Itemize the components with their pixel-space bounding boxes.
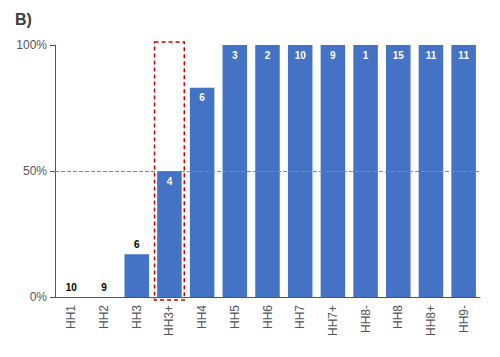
svg-text:15: 15	[393, 50, 405, 61]
svg-text:2: 2	[265, 50, 271, 61]
svg-text:HH6: HH6	[261, 305, 275, 329]
svg-text:HH5: HH5	[228, 305, 242, 329]
svg-text:50%: 50%	[23, 164, 47, 178]
svg-text:HH7+: HH7+	[326, 305, 340, 336]
svg-text:0%: 0%	[30, 290, 48, 304]
svg-text:11: 11	[458, 50, 469, 61]
svg-text:9: 9	[101, 282, 107, 293]
svg-text:HH2: HH2	[97, 305, 111, 329]
svg-text:1: 1	[363, 50, 369, 61]
svg-text:11: 11	[426, 50, 437, 61]
svg-text:6: 6	[134, 239, 140, 250]
svg-text:HH3: HH3	[130, 305, 144, 329]
svg-text:HH8: HH8	[391, 305, 405, 329]
svg-text:10: 10	[66, 282, 78, 293]
svg-text:HH4: HH4	[195, 305, 209, 329]
svg-text:HH7: HH7	[293, 305, 307, 329]
svg-text:HH3+: HH3+	[162, 305, 176, 336]
svg-text:9: 9	[330, 50, 336, 61]
svg-text:4: 4	[167, 176, 173, 187]
svg-text:6: 6	[199, 92, 205, 103]
svg-text:100%: 100%	[16, 38, 47, 52]
svg-text:HH8-: HH8-	[359, 305, 373, 333]
svg-text:3: 3	[232, 50, 238, 61]
svg-text:HH8+: HH8+	[424, 305, 438, 336]
svg-text:B): B)	[15, 11, 32, 28]
svg-text:HH9-: HH9-	[457, 305, 471, 333]
svg-text:HH1: HH1	[64, 305, 78, 329]
svg-text:10: 10	[295, 50, 307, 61]
